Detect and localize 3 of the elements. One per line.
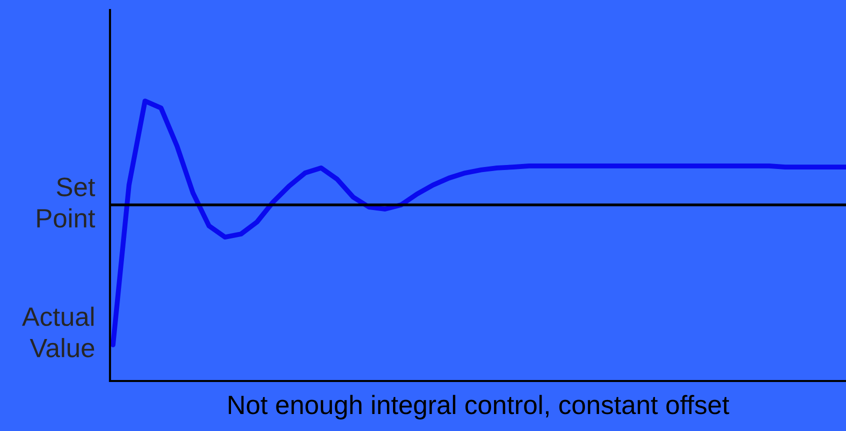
ref-line-label: Set Point [37, 178, 96, 228]
x-axis-title: Not enough integral control, constant offset [228, 394, 730, 420]
text: Actual Value [22, 306, 94, 358]
